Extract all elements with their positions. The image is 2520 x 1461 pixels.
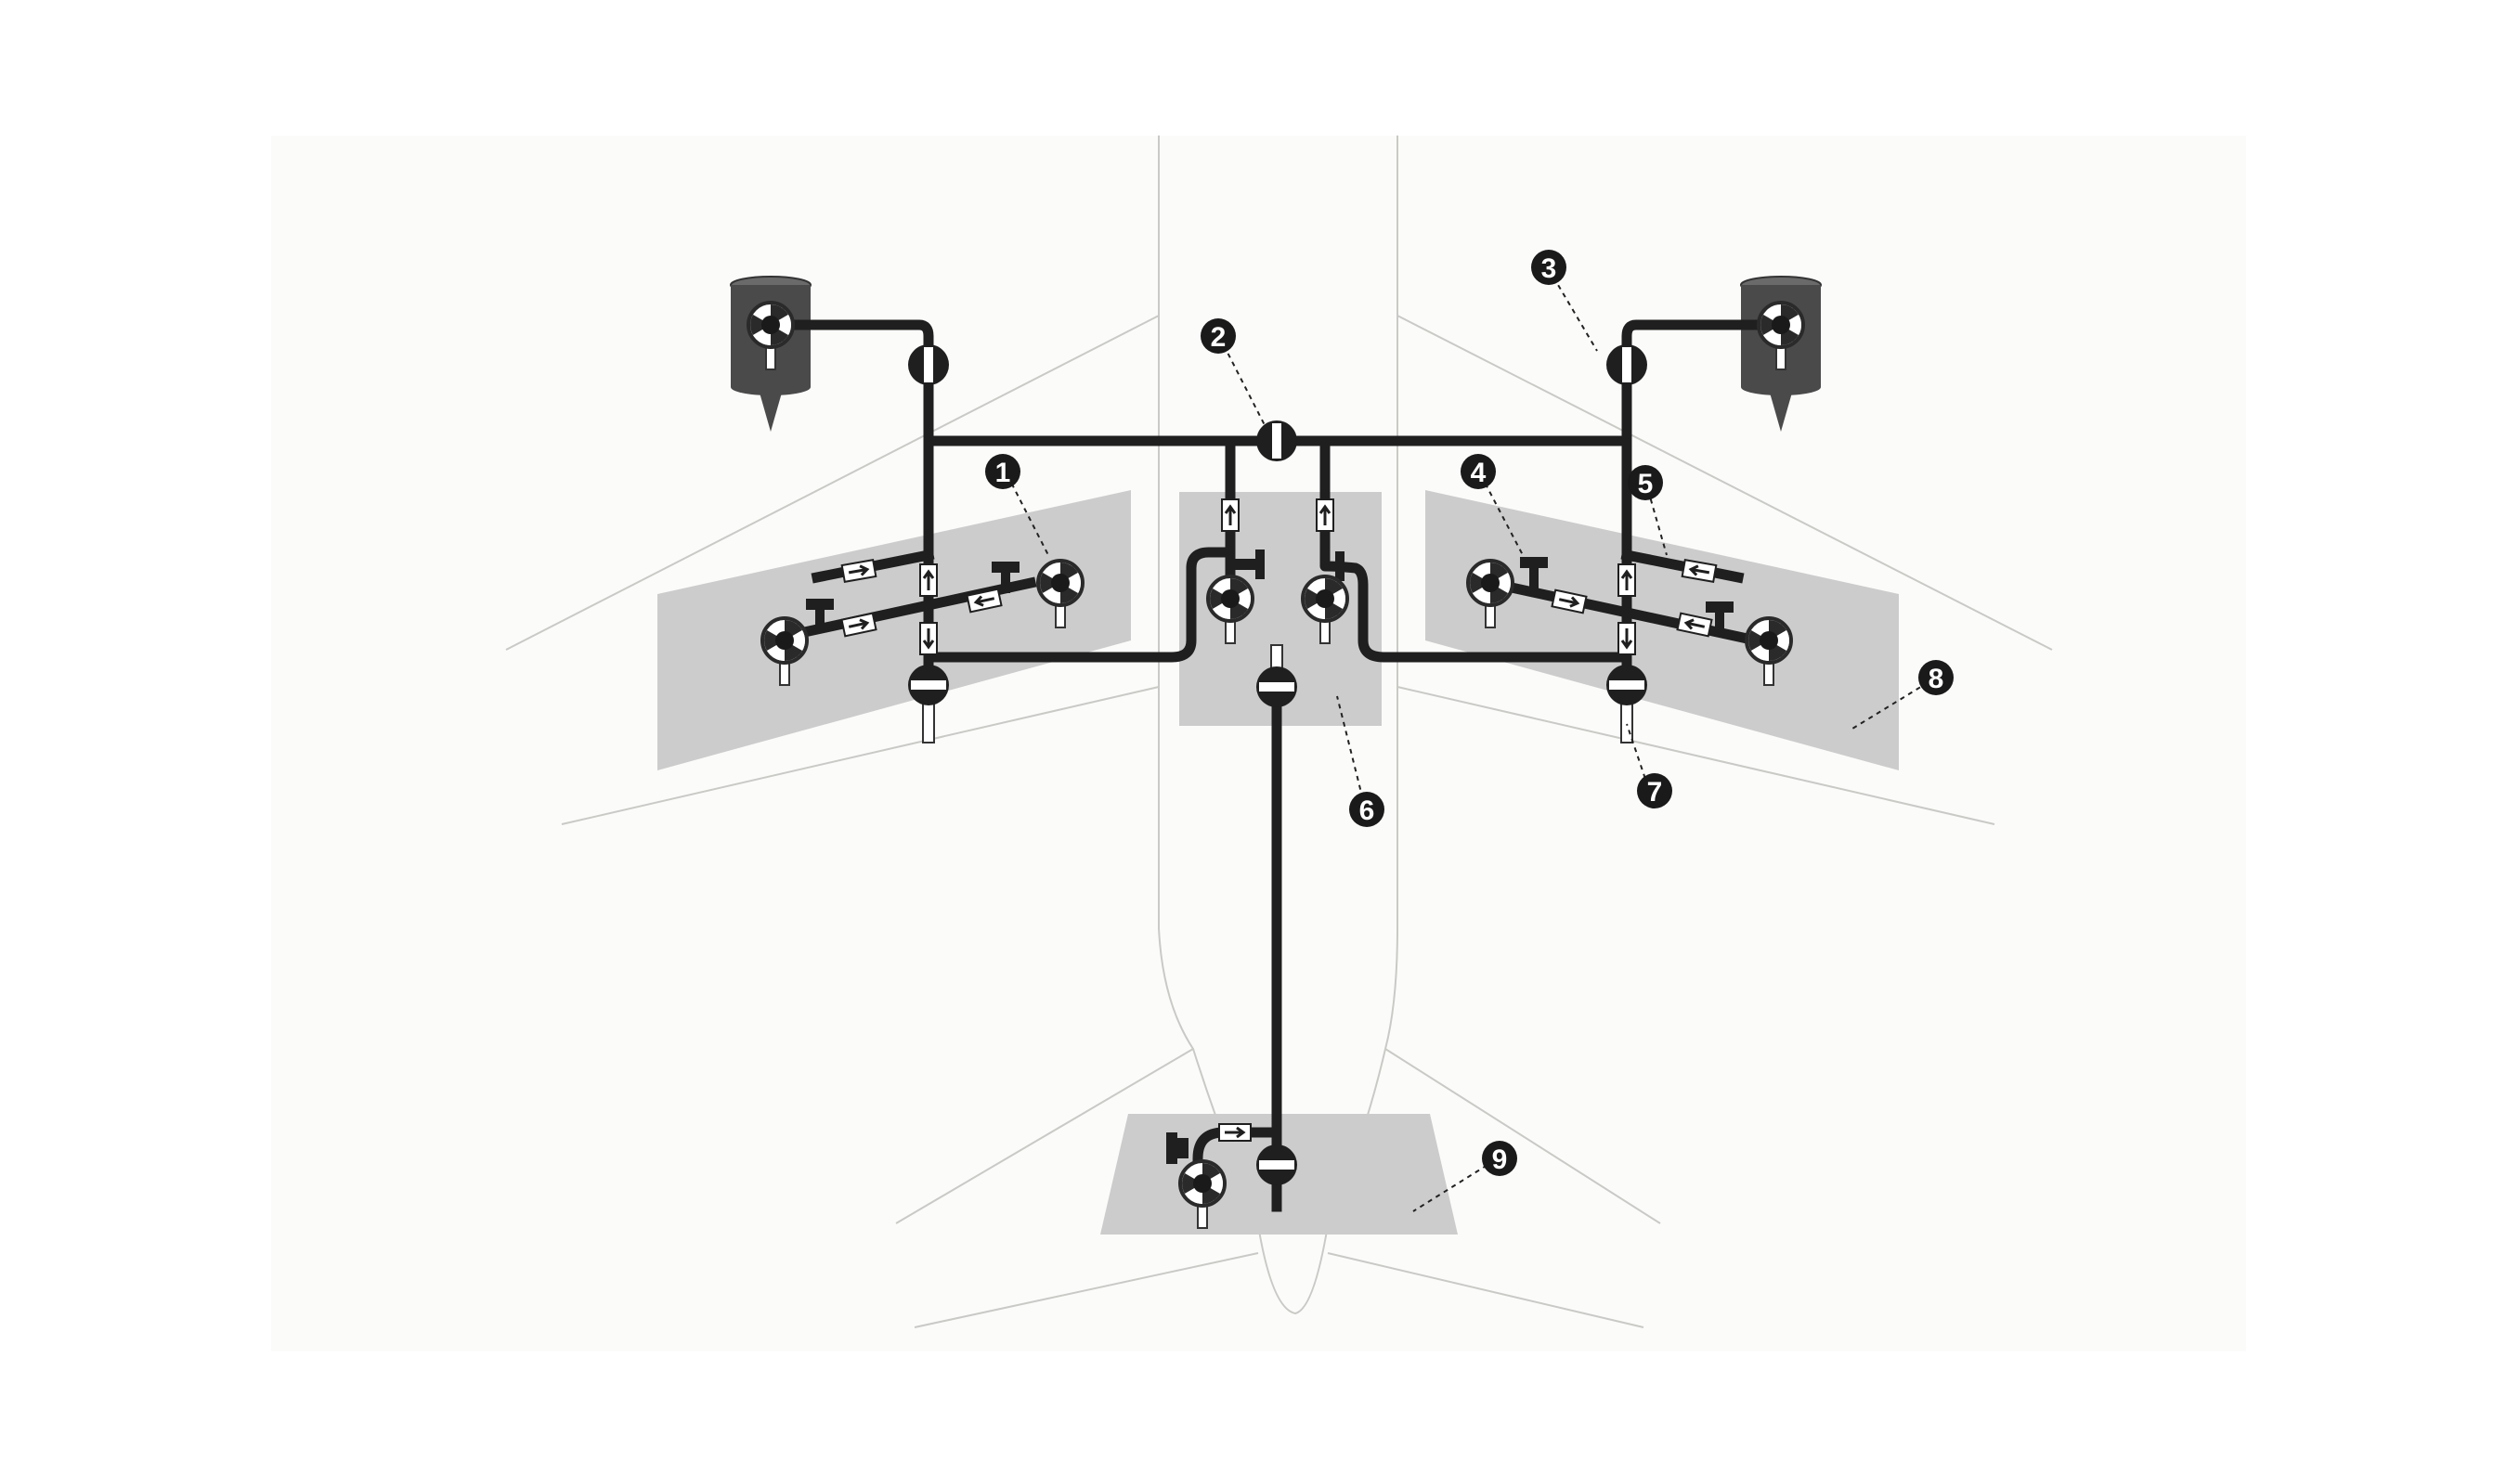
flow-direction-arrow-icon: [1617, 562, 1637, 598]
callout-8: 8: [1918, 660, 1954, 695]
shutoff-valve-icon: [908, 665, 949, 743]
callout-1-label: 1: [995, 458, 1011, 488]
left-wing-tank: [657, 490, 1131, 770]
flow-direction-arrow-icon: [1617, 621, 1637, 656]
callout-4: 4: [1461, 454, 1496, 489]
callout-2-label: 2: [1211, 322, 1227, 353]
callout-6: 6: [1349, 792, 1384, 827]
shutoff-valve-icon: [1256, 644, 1297, 707]
callout-5: 5: [1628, 465, 1663, 500]
crossfeed-valve-icon: [1606, 344, 1647, 385]
callout-8-label: 8: [1929, 664, 1944, 694]
callout-7: 7: [1637, 773, 1672, 808]
callout-3-label: 3: [1541, 253, 1557, 284]
callout-4-label: 4: [1471, 458, 1487, 488]
crossfeed-valve-icon: [908, 344, 949, 385]
airframe-outline: [505, 136, 2053, 1328]
flow-direction-arrow-icon: [918, 621, 939, 656]
callout-1: 1: [985, 454, 1020, 489]
callout-2: 2: [1201, 318, 1236, 354]
shutoff-handles: [806, 549, 1734, 1164]
flow-direction-arrow-icon: [1315, 498, 1335, 533]
callout-9: 9: [1482, 1141, 1517, 1176]
flow-direction-arrow-icon: [918, 562, 939, 598]
flow-direction-arrow-icon: [1220, 498, 1241, 533]
shutoff-valve-icon: [1256, 1144, 1297, 1185]
callout-3: 3: [1531, 250, 1566, 285]
callout-9-label: 9: [1492, 1144, 1508, 1175]
crossfeed-valve-icon: [1256, 420, 1297, 461]
callout-5-label: 5: [1638, 469, 1654, 499]
callout-7-label: 7: [1647, 777, 1663, 808]
callout-6-label: 6: [1359, 795, 1375, 826]
flow-direction-arrow-icon: [1217, 1122, 1253, 1143]
